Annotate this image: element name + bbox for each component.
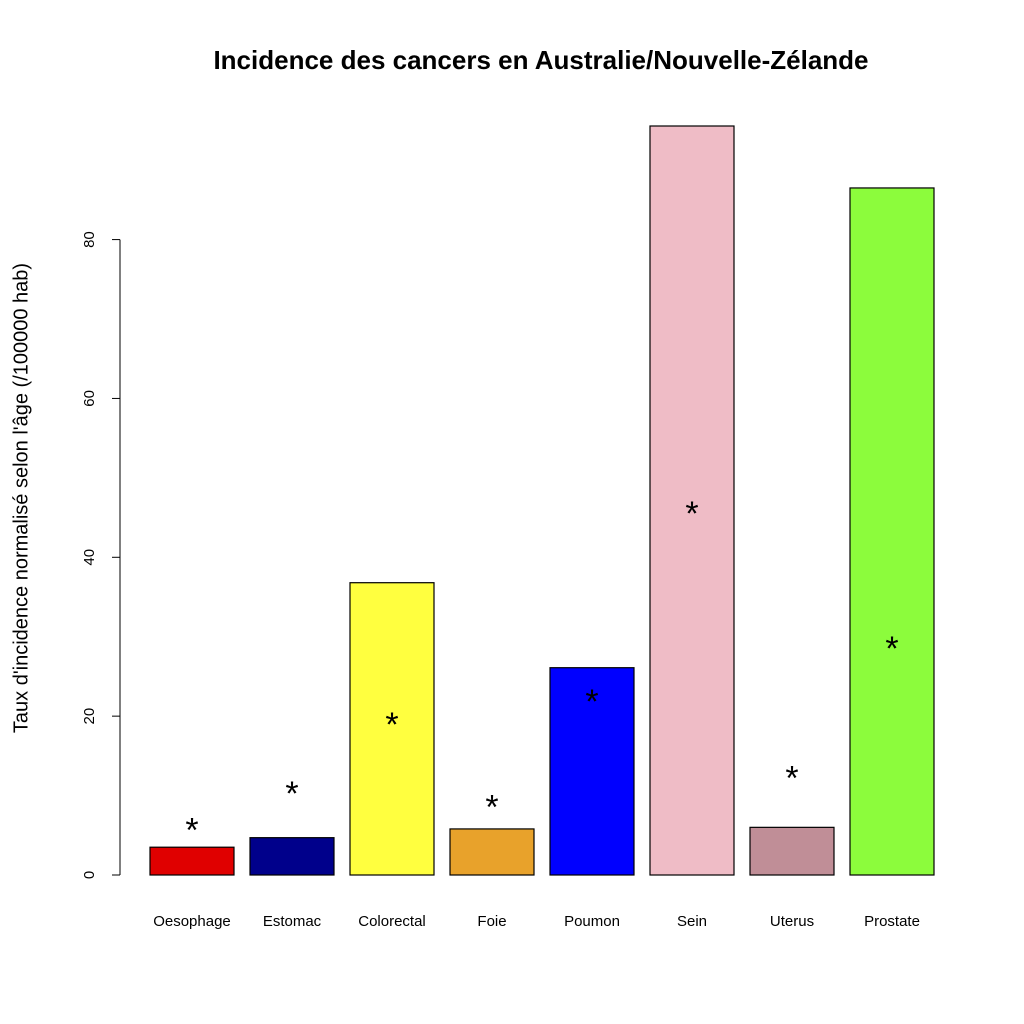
bar (849, 187, 935, 876)
chart-title: Incidence des cancers en Australie/Nouve… (213, 45, 868, 75)
y-tick-label: 20 (81, 708, 98, 725)
y-axis-label: Taux d'incidence normalisé selon l'âge (… (10, 263, 32, 733)
x-tick-label: Foie (477, 913, 506, 930)
marker: * (885, 630, 898, 668)
marker: * (285, 775, 298, 813)
x-tick-label: Estomac (263, 913, 322, 930)
bar (349, 582, 435, 876)
y-tick-label: 40 (81, 549, 98, 566)
bar (249, 837, 335, 876)
bar (749, 826, 835, 876)
bar (449, 828, 535, 876)
x-tick-label: Sein (677, 913, 707, 930)
x-tick-label: Poumon (564, 913, 620, 930)
marker: * (685, 495, 698, 533)
bar (149, 846, 235, 876)
marker: * (485, 789, 498, 827)
y-tick-label: 60 (81, 390, 98, 407)
y-tick-label: 0 (81, 871, 98, 879)
marker: * (585, 683, 598, 721)
bar (549, 667, 635, 876)
marker: * (185, 812, 198, 850)
marker: * (385, 706, 398, 744)
x-tick-label: Prostate (864, 913, 920, 930)
marker: * (785, 759, 798, 797)
x-tick-label: Oesophage (153, 913, 231, 930)
x-tick-label: Uterus (770, 913, 814, 930)
y-tick-label: 80 (81, 231, 98, 248)
bar (649, 125, 735, 876)
x-tick-label: Colorectal (358, 913, 426, 930)
